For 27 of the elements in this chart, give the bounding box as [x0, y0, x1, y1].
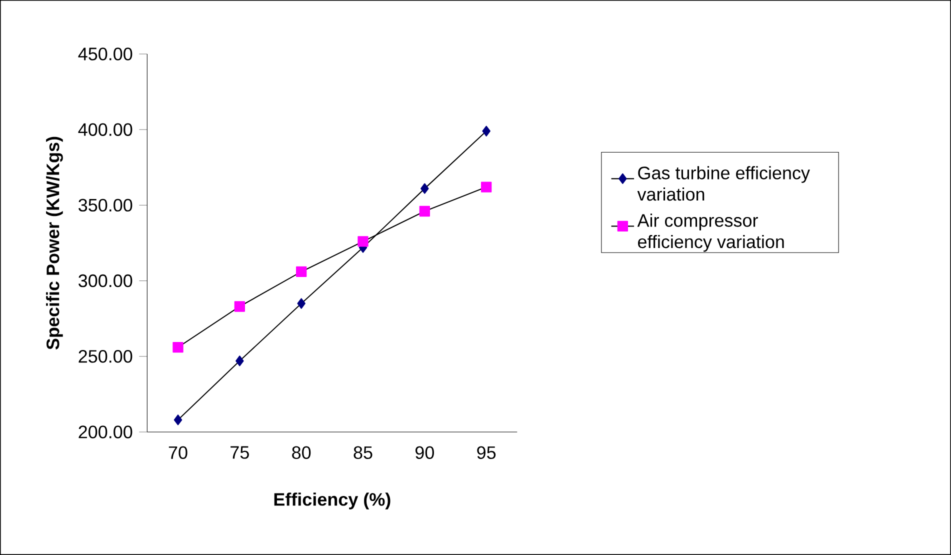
point: [480, 182, 492, 192]
point: [296, 266, 307, 278]
y-tick-label: 250.00: [78, 350, 132, 363]
point: [174, 414, 182, 426]
x-tick-label: 85: [354, 446, 372, 459]
x-tick-label: 90: [415, 446, 434, 459]
point: [234, 301, 245, 312]
y-axis-title: Specific Power (KW/Kgs): [46, 136, 63, 350]
point: [420, 183, 429, 194]
point: [419, 206, 430, 217]
legend-label: Gas turbine efficiency variation: [637, 166, 810, 201]
y-tick-label: 350.00: [78, 198, 132, 212]
x-tick-label: 95: [477, 446, 496, 459]
y-tick-label: 450.00: [78, 48, 132, 60]
x-axis-title: Efficiency (%): [274, 492, 390, 510]
x-tick-label: 70: [168, 446, 188, 459]
x-tick-label: 80: [292, 446, 311, 459]
point: [482, 126, 490, 136]
point: [236, 356, 244, 366]
y-tick-label: 300.00: [78, 274, 132, 288]
point: [297, 298, 306, 309]
x-tick-label: 75: [230, 446, 249, 459]
point: [172, 342, 184, 353]
point: [358, 236, 368, 247]
legend-label: Air compressor efficiency variation: [637, 214, 784, 252]
y-tick-label: 200.00: [78, 426, 132, 438]
y-tick-label: 400.00: [78, 123, 132, 136]
